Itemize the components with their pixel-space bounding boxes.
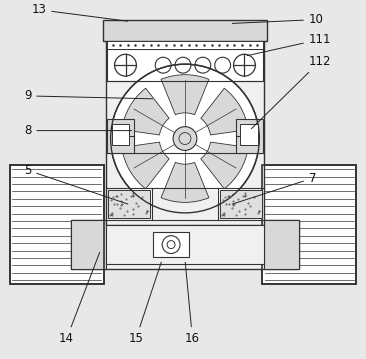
Bar bbox=[236, 119, 263, 153]
Bar bbox=[107, 119, 134, 153]
Wedge shape bbox=[122, 88, 169, 135]
Text: 9: 9 bbox=[24, 89, 153, 102]
Wedge shape bbox=[201, 88, 248, 135]
Bar bbox=[107, 41, 263, 49]
Text: 16: 16 bbox=[185, 262, 200, 345]
Bar bbox=[262, 165, 356, 284]
Text: 15: 15 bbox=[128, 262, 161, 345]
Bar bbox=[103, 20, 267, 41]
Bar bbox=[71, 220, 299, 269]
Text: 8: 8 bbox=[24, 124, 132, 137]
Circle shape bbox=[111, 64, 259, 213]
Bar bbox=[264, 220, 299, 269]
Text: 14: 14 bbox=[59, 252, 100, 345]
Wedge shape bbox=[122, 142, 169, 189]
Text: 111: 111 bbox=[247, 33, 331, 56]
Bar bbox=[153, 232, 189, 257]
Bar bbox=[220, 190, 262, 218]
Bar bbox=[240, 123, 258, 145]
Text: 13: 13 bbox=[31, 3, 128, 21]
Bar bbox=[262, 165, 356, 284]
Text: 7: 7 bbox=[232, 172, 316, 204]
Bar bbox=[108, 190, 150, 218]
Text: 5: 5 bbox=[24, 164, 128, 204]
Text: 112: 112 bbox=[251, 55, 331, 129]
Wedge shape bbox=[201, 142, 248, 189]
Wedge shape bbox=[161, 75, 209, 115]
Bar bbox=[10, 165, 104, 284]
Bar bbox=[112, 123, 130, 145]
Bar bbox=[153, 190, 217, 218]
Wedge shape bbox=[161, 162, 209, 202]
Bar bbox=[106, 22, 264, 225]
Circle shape bbox=[173, 127, 197, 150]
Text: 10: 10 bbox=[232, 13, 324, 26]
Bar bbox=[106, 225, 264, 265]
Bar bbox=[71, 220, 106, 269]
Bar bbox=[107, 49, 263, 81]
Bar bbox=[10, 165, 104, 284]
